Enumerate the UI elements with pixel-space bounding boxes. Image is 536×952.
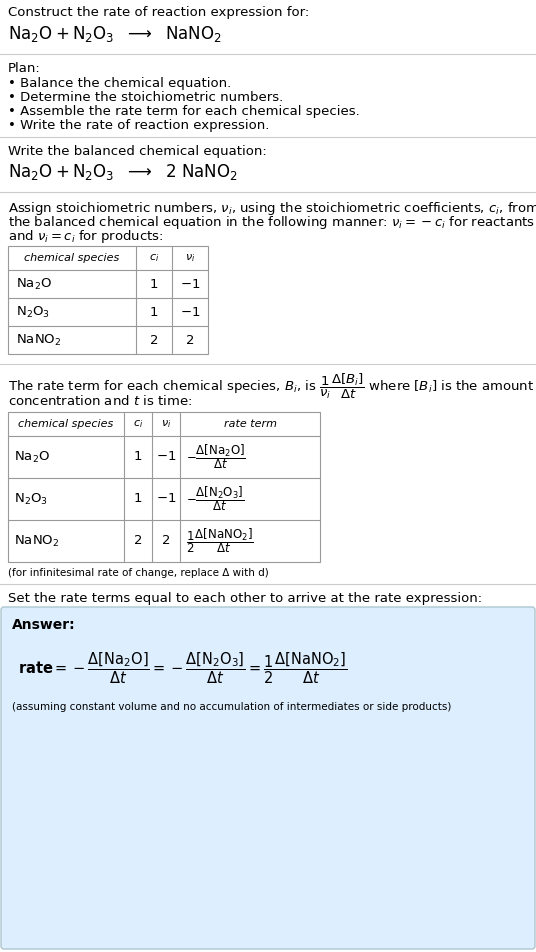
Text: $-\dfrac{\Delta[\mathrm{Na_2O}]}{\Delta t}$: $-\dfrac{\Delta[\mathrm{Na_2O}]}{\Delta … (186, 443, 246, 471)
Text: $-1$: $-1$ (156, 492, 176, 506)
Text: $\nu_i$: $\nu_i$ (185, 252, 195, 264)
Text: 1: 1 (150, 277, 158, 290)
Text: 2: 2 (150, 333, 158, 347)
Text: • Determine the stoichiometric numbers.: • Determine the stoichiometric numbers. (8, 91, 283, 104)
Text: $-\dfrac{\Delta[\mathrm{N_2O_3}]}{\Delta t}$: $-\dfrac{\Delta[\mathrm{N_2O_3}]}{\Delta… (186, 485, 244, 513)
Text: $\mathregular{Na_2O + N_2O_3}$  $\longrightarrow$  $\mathregular{2\ NaNO_2}$: $\mathregular{Na_2O + N_2O_3}$ $\longrig… (8, 162, 238, 182)
Text: $c_i$: $c_i$ (133, 418, 143, 430)
Text: $-1$: $-1$ (180, 277, 200, 290)
Text: The rate term for each chemical species, $B_i$, is $\dfrac{1}{\nu_i}\dfrac{\Delt: The rate term for each chemical species,… (8, 372, 534, 402)
Text: $\mathregular{N_2O_3}$: $\mathregular{N_2O_3}$ (16, 305, 50, 320)
Text: • Assemble the rate term for each chemical species.: • Assemble the rate term for each chemic… (8, 105, 360, 118)
Text: $\mathregular{NaNO_2}$: $\mathregular{NaNO_2}$ (14, 533, 59, 548)
Text: $\nu_i$: $\nu_i$ (161, 418, 171, 430)
Text: $\mathregular{NaNO_2}$: $\mathregular{NaNO_2}$ (16, 332, 62, 347)
Text: Answer:: Answer: (12, 618, 76, 632)
Bar (8, 412, 320, 562)
Text: $c_i$: $c_i$ (149, 252, 159, 264)
Text: (for infinitesimal rate of change, replace Δ with d): (for infinitesimal rate of change, repla… (8, 568, 269, 578)
Text: Set the rate terms equal to each other to arrive at the rate expression:: Set the rate terms equal to each other t… (8, 592, 482, 605)
Text: and $\nu_i = c_i$ for products:: and $\nu_i = c_i$ for products: (8, 228, 163, 245)
Text: $-1$: $-1$ (180, 306, 200, 319)
Text: • Write the rate of reaction expression.: • Write the rate of reaction expression. (8, 119, 270, 132)
Text: (assuming constant volume and no accumulation of intermediates or side products): (assuming constant volume and no accumul… (12, 702, 451, 712)
Bar (8, 246, 208, 354)
Text: Assign stoichiometric numbers, $\nu_i$, using the stoichiometric coefficients, $: Assign stoichiometric numbers, $\nu_i$, … (8, 200, 536, 217)
Text: rate term: rate term (224, 419, 277, 429)
Text: chemical species: chemical species (18, 419, 114, 429)
Text: $\mathregular{Na_2O}$: $\mathregular{Na_2O}$ (14, 449, 50, 465)
Text: Plan:: Plan: (8, 62, 41, 75)
Text: 1: 1 (134, 450, 142, 464)
Text: $\dfrac{1}{2}\dfrac{\Delta[\mathrm{NaNO_2}]}{\Delta t}$: $\dfrac{1}{2}\dfrac{\Delta[\mathrm{NaNO_… (186, 526, 254, 555)
Text: $-1$: $-1$ (156, 450, 176, 464)
Text: $\mathregular{N_2O_3}$: $\mathregular{N_2O_3}$ (14, 491, 48, 506)
FancyBboxPatch shape (1, 607, 535, 949)
Text: concentration and $t$ is time:: concentration and $t$ is time: (8, 394, 192, 408)
Text: • Balance the chemical equation.: • Balance the chemical equation. (8, 77, 231, 90)
Text: 1: 1 (134, 492, 142, 506)
Text: 2: 2 (162, 534, 170, 547)
Text: 2: 2 (134, 534, 142, 547)
Text: $\mathregular{Na_2O + N_2O_3}$  $\longrightarrow$  $\mathregular{NaNO_2}$: $\mathregular{Na_2O + N_2O_3}$ $\longrig… (8, 24, 222, 44)
Text: Write the balanced chemical equation:: Write the balanced chemical equation: (8, 145, 267, 158)
Text: $\mathregular{Na_2O}$: $\mathregular{Na_2O}$ (16, 276, 52, 291)
Text: 2: 2 (186, 333, 194, 347)
Text: Construct the rate of reaction expression for:: Construct the rate of reaction expressio… (8, 6, 309, 19)
Text: 1: 1 (150, 306, 158, 319)
Text: chemical species: chemical species (24, 253, 120, 263)
Text: $\mathbf{rate} = -\dfrac{\Delta[\mathrm{Na_2O}]}{\Delta t} = -\dfrac{\Delta[\mat: $\mathbf{rate} = -\dfrac{\Delta[\mathrm{… (18, 650, 347, 685)
Text: the balanced chemical equation in the following manner: $\nu_i = -c_i$ for react: the balanced chemical equation in the fo… (8, 214, 535, 231)
